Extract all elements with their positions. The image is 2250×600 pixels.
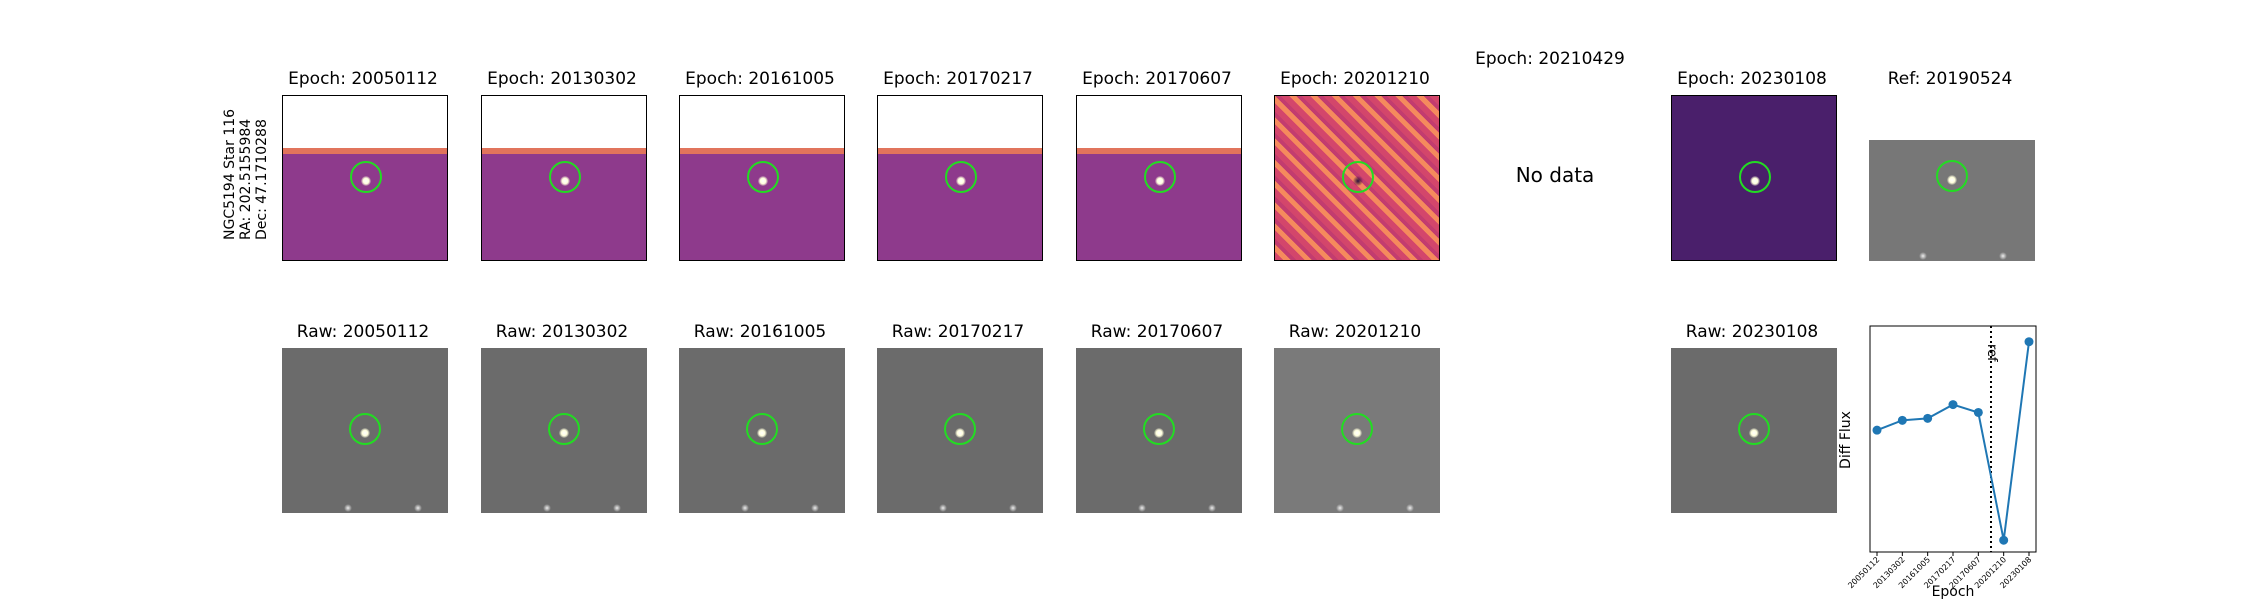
- no-data-text: No data: [1515, 163, 1595, 187]
- ref-image: [1869, 140, 2035, 261]
- raw-title-7: Raw: 20230108: [1685, 322, 1819, 342]
- target-circle: [350, 161, 382, 193]
- data-point-20170607: [1973, 407, 1983, 417]
- diff-title-4: Epoch: 20170217: [883, 69, 1033, 89]
- target-circle: [548, 413, 580, 445]
- target-circle: [1342, 161, 1374, 193]
- diff-image-6: [1274, 95, 1440, 261]
- data-point-20161005: [1923, 413, 1933, 423]
- target-circle: [1144, 161, 1176, 193]
- diff-title-1: Epoch: 20050112: [288, 69, 438, 89]
- raw-title-2: Raw: 20130302: [495, 322, 629, 342]
- diff-image-2: [481, 95, 647, 261]
- diff-title-3: Epoch: 20161005: [685, 69, 835, 89]
- raw-title-5: Raw: 20170607: [1090, 322, 1224, 342]
- y-axis-label: Diff Flux: [1838, 411, 1854, 469]
- diff-flux-line: [1876, 341, 2030, 541]
- raw-image-6: [1274, 348, 1440, 513]
- raw-image-3: [679, 348, 845, 513]
- raw-image-1: [282, 348, 448, 513]
- raw-title-4: Raw: 20170217: [891, 322, 1025, 342]
- target-circle: [1739, 161, 1771, 193]
- diff-flux-chart: Diff Flux Epoch ref 20050112201303022016…: [1838, 325, 2037, 600]
- diff-title-5: Epoch: 20170607: [1082, 69, 1232, 89]
- target-circle: [1936, 160, 1968, 192]
- diff-image-4: [877, 95, 1043, 261]
- raw-title-1: Raw: 20050112: [296, 322, 430, 342]
- diff-title-6: Epoch: 20201210: [1280, 69, 1430, 89]
- raw-image-4: [877, 348, 1043, 513]
- diff-title-2: Epoch: 20130302: [487, 69, 637, 89]
- target-circle: [549, 161, 581, 193]
- raw-title-6: Raw: 20201210: [1288, 322, 1422, 342]
- raw-image-5: [1076, 348, 1242, 513]
- data-point-20050112: [1872, 425, 1882, 435]
- raw-title-3: Raw: 20161005: [693, 322, 827, 342]
- diff-image-1: [282, 95, 448, 261]
- target-circle: [747, 161, 779, 193]
- x-axis-label: Epoch: [1932, 584, 1975, 600]
- target-circle: [1143, 413, 1175, 445]
- data-point-20170217: [1948, 400, 1958, 410]
- raw-image-7: [1671, 348, 1837, 513]
- diff-image-7: [1671, 95, 1837, 261]
- target-circle: [349, 413, 381, 445]
- diff-title-7: Epoch: 20230108: [1677, 69, 1827, 89]
- target-circle: [1341, 413, 1373, 445]
- target-circle: [746, 413, 778, 445]
- ref-label: ref: [1984, 344, 1999, 362]
- target-circle: [1738, 413, 1770, 445]
- plot-frame: [1869, 325, 2037, 553]
- ref-title: Ref: 20190524: [1887, 69, 2013, 89]
- raw-image-2: [481, 348, 647, 513]
- data-point-20201210: [1999, 535, 2009, 545]
- data-point-20130302: [1897, 415, 1907, 425]
- missing-epoch-title: Epoch: 20210429: [1475, 49, 1625, 69]
- data-point-20230108: [2024, 337, 2034, 347]
- diff-image-5: [1076, 95, 1242, 261]
- row-label: NGC5194 Star 116 RA: 202.5155984 Dec: 47…: [222, 108, 270, 240]
- target-circle: [945, 161, 977, 193]
- diff-image-3: [679, 95, 845, 261]
- target-circle: [944, 413, 976, 445]
